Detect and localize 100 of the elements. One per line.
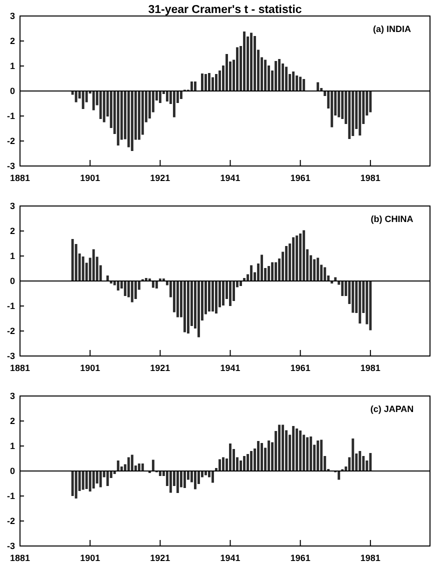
bar [292, 72, 295, 91]
bar [106, 471, 109, 486]
bar [130, 91, 134, 151]
annotation: (c) JAPAN [370, 404, 414, 414]
bar [316, 82, 320, 91]
bar [215, 74, 218, 91]
x-tick-label: 1901 [80, 553, 100, 563]
bar [169, 471, 172, 493]
bar [292, 237, 295, 281]
bar [222, 457, 224, 471]
bar [127, 91, 130, 148]
annotation: (b) CHINA [370, 214, 414, 224]
bar [155, 281, 158, 288]
bar [82, 471, 84, 490]
bar [71, 471, 74, 496]
bar [299, 234, 302, 281]
bar [236, 47, 238, 91]
bar [324, 267, 326, 281]
x-tick-label: 1981 [360, 363, 380, 373]
bar [260, 443, 264, 471]
bar [71, 239, 74, 281]
bar [260, 254, 264, 281]
bar [302, 434, 306, 471]
y-tick-label: 3 [10, 201, 15, 212]
bar [302, 230, 306, 281]
y-tick-label: 2 [10, 416, 15, 426]
bar [194, 471, 196, 490]
bar [226, 54, 228, 91]
bar [341, 281, 344, 296]
bar [338, 91, 340, 118]
bar [102, 91, 106, 122]
bar [183, 281, 186, 332]
bar [257, 441, 260, 471]
x-tick-label: 1921 [150, 173, 170, 183]
bar [316, 440, 320, 471]
bar [285, 66, 288, 91]
bar [82, 91, 84, 109]
bar [166, 91, 168, 102]
bar [240, 281, 242, 286]
bar [338, 471, 340, 480]
bar [74, 471, 78, 498]
bar [278, 424, 281, 471]
bar [200, 74, 204, 91]
bar [254, 36, 256, 91]
bar [88, 471, 92, 492]
bar [264, 60, 267, 91]
bar [369, 453, 372, 471]
y-tick-label: 0 [10, 276, 15, 286]
y-tick-label: -2 [6, 516, 15, 526]
y-tick-label: 2 [10, 36, 15, 46]
bar [369, 91, 372, 112]
bar [330, 91, 334, 128]
y-tick-label: -3 [6, 541, 15, 552]
bar [299, 430, 302, 471]
bar [186, 281, 190, 334]
bar [183, 471, 186, 488]
bar [302, 79, 306, 91]
bar [116, 91, 120, 146]
bar [358, 451, 362, 471]
bar [74, 91, 78, 102]
chart-title: 31-year Cramer's t - statistic [148, 4, 302, 16]
bar [320, 440, 323, 471]
x-tick-label: 1921 [150, 363, 170, 373]
bar [306, 437, 309, 471]
y-tick-label: 1 [10, 441, 15, 452]
bar [172, 91, 176, 118]
bar [152, 460, 154, 471]
bar [250, 32, 253, 91]
x-tick-label: 1881 [10, 553, 30, 563]
bar [229, 281, 232, 306]
x-tick-label: 1961 [290, 173, 310, 183]
y-tick-label: 2 [10, 226, 15, 236]
y-tick-label: 0 [10, 86, 15, 96]
y-tick-label: 1 [10, 251, 15, 262]
bar [348, 91, 351, 139]
bar [352, 281, 354, 313]
bar [208, 281, 210, 312]
bar [212, 471, 214, 483]
x-tick-label: 1901 [80, 363, 100, 373]
x-tick-label: 1961 [290, 553, 310, 563]
bar [250, 451, 253, 471]
bar [92, 91, 95, 110]
bar [130, 454, 134, 471]
bar [85, 471, 88, 489]
bar [358, 91, 362, 136]
bar [352, 91, 354, 136]
x-tick-label: 1941 [220, 173, 240, 183]
bar [176, 281, 179, 318]
bar [313, 259, 316, 281]
y-tick-label: -3 [6, 161, 15, 172]
bar [268, 440, 270, 471]
bar [316, 258, 320, 281]
bar [369, 281, 372, 330]
y-tick-label: -2 [6, 326, 15, 336]
annotation: (a) INDIA [373, 24, 412, 34]
bar [352, 438, 354, 471]
bar [152, 281, 154, 288]
bar [212, 77, 214, 91]
bar [190, 82, 193, 91]
bar [116, 460, 120, 471]
